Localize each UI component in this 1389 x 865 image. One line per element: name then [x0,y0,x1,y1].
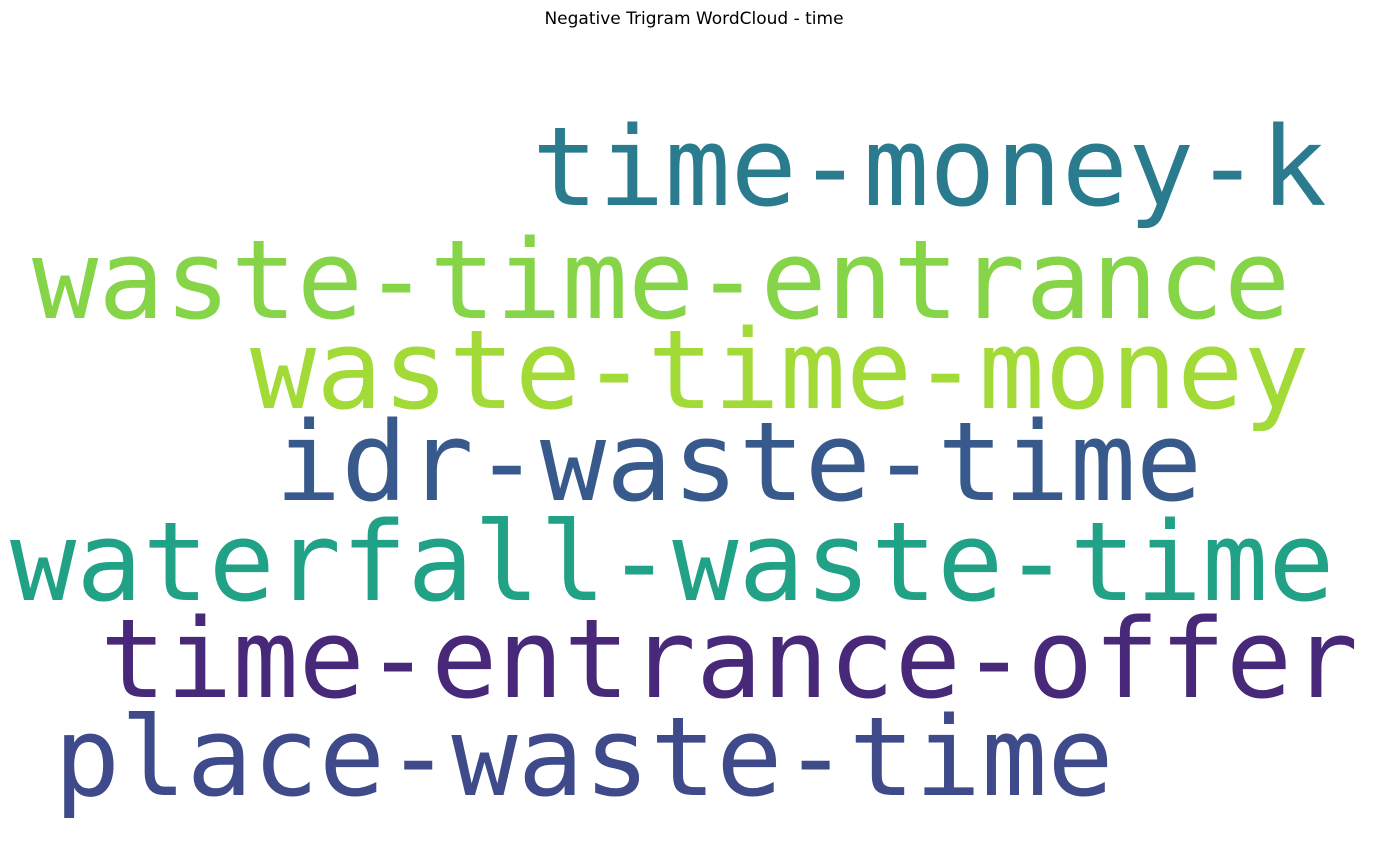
word: time-entrance-offer [100,595,1358,723]
word: time-money-k [532,103,1327,231]
word: place-waste-time [54,693,1114,821]
word: waste-time-money [250,306,1310,434]
chart-title: Negative Trigram WordCloud - time [544,9,843,29]
word: waste-time-entrance [32,216,1290,344]
word: waterfall-waste-time [10,498,1335,626]
word: idr-waste-time [275,398,1202,526]
